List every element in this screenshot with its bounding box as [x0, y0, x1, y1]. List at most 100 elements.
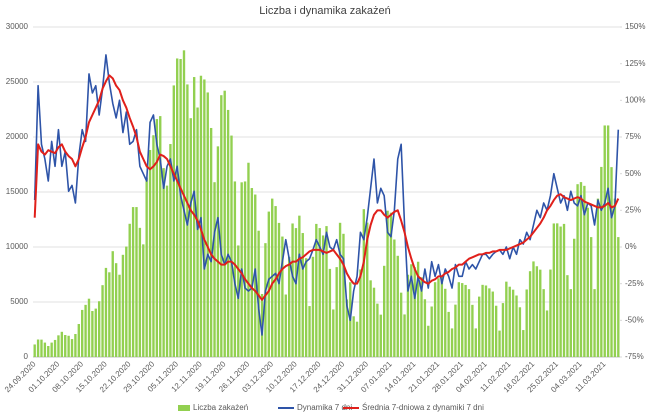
- bar: [152, 135, 155, 357]
- bar: [294, 228, 298, 357]
- bar: [189, 118, 192, 357]
- bar: [47, 346, 50, 357]
- bar: [566, 275, 569, 357]
- bar: [515, 295, 518, 357]
- bar: [562, 223, 566, 357]
- bar: [128, 223, 131, 357]
- bar: [399, 292, 403, 357]
- bar: [525, 289, 528, 357]
- bar: [176, 58, 179, 358]
- bar: [613, 198, 617, 357]
- bar: [396, 255, 399, 357]
- bar: [416, 261, 420, 357]
- y2-tick-label: -50%: [625, 315, 644, 324]
- bar: [413, 267, 416, 357]
- bar: [237, 245, 240, 357]
- bar: [532, 261, 535, 357]
- bar: [131, 207, 135, 357]
- bar: [366, 222, 369, 357]
- bar: [593, 289, 596, 357]
- bar: [247, 162, 250, 357]
- bar: [138, 227, 142, 357]
- bar: [427, 325, 430, 357]
- bar: [169, 144, 172, 357]
- bar: [145, 177, 148, 357]
- bar: [528, 271, 532, 357]
- y2-tick-label: 50%: [625, 169, 641, 178]
- bar: [393, 239, 396, 357]
- bar: [338, 222, 342, 357]
- y-tick-label: 20000: [6, 132, 29, 141]
- bar: [209, 127, 213, 357]
- bar: [332, 309, 335, 357]
- bar: [159, 116, 162, 357]
- bar: [108, 272, 111, 357]
- bar: [382, 265, 386, 357]
- y-tick-label: 15000: [6, 187, 29, 196]
- bar: [33, 344, 36, 357]
- y-tick-label: 25000: [6, 77, 29, 86]
- bar: [454, 304, 457, 357]
- bar: [203, 79, 206, 357]
- bar: [420, 277, 423, 357]
- bar: [573, 238, 576, 357]
- y2-tick-label: 125%: [625, 59, 645, 68]
- bar: [596, 198, 600, 357]
- bar: [461, 283, 464, 357]
- bar: [508, 286, 511, 357]
- bar: [104, 267, 108, 357]
- bar: [464, 284, 467, 357]
- bar: [84, 304, 87, 357]
- y2-tick-label: -75%: [625, 352, 644, 361]
- bar: [77, 324, 80, 357]
- bar: [155, 119, 159, 357]
- bar: [36, 339, 40, 357]
- bar: [569, 289, 572, 357]
- bar: [545, 310, 549, 357]
- bar: [50, 342, 53, 357]
- legend-label: Liczba zakażeń: [193, 403, 248, 412]
- bar: [304, 258, 308, 357]
- bar: [542, 289, 545, 357]
- bar: [165, 185, 169, 357]
- bar: [91, 311, 94, 357]
- bar: [230, 135, 233, 357]
- bar: [57, 335, 60, 357]
- bar: [576, 184, 579, 357]
- bar: [101, 285, 104, 357]
- bar: [172, 85, 175, 357]
- bar: [74, 334, 77, 357]
- bar: [135, 207, 138, 357]
- bar: [81, 309, 84, 357]
- bar: [606, 125, 610, 357]
- bar: [535, 266, 539, 357]
- bar: [410, 264, 413, 357]
- bar: [43, 342, 47, 357]
- bar: [220, 95, 223, 357]
- bar: [552, 223, 556, 357]
- bar: [118, 274, 121, 357]
- bar: [539, 269, 542, 357]
- bar: [311, 256, 315, 357]
- bar: [518, 307, 522, 357]
- bar: [60, 331, 64, 357]
- legend-label: Dynamika 7 dni: [297, 403, 352, 412]
- bar: [603, 125, 606, 357]
- bar: [488, 288, 491, 357]
- bar: [403, 314, 406, 357]
- bar: [559, 226, 562, 357]
- bar: [142, 244, 145, 357]
- bar: [505, 281, 508, 357]
- bar: [345, 299, 349, 357]
- bar: [213, 182, 216, 357]
- bar: [148, 149, 152, 357]
- line: [33, 74, 620, 301]
- bar: [298, 215, 301, 357]
- bar: [440, 275, 444, 357]
- bar: [579, 182, 583, 357]
- y-tick-label: 5000: [10, 297, 28, 306]
- bar: [64, 335, 67, 357]
- bar: [379, 314, 382, 357]
